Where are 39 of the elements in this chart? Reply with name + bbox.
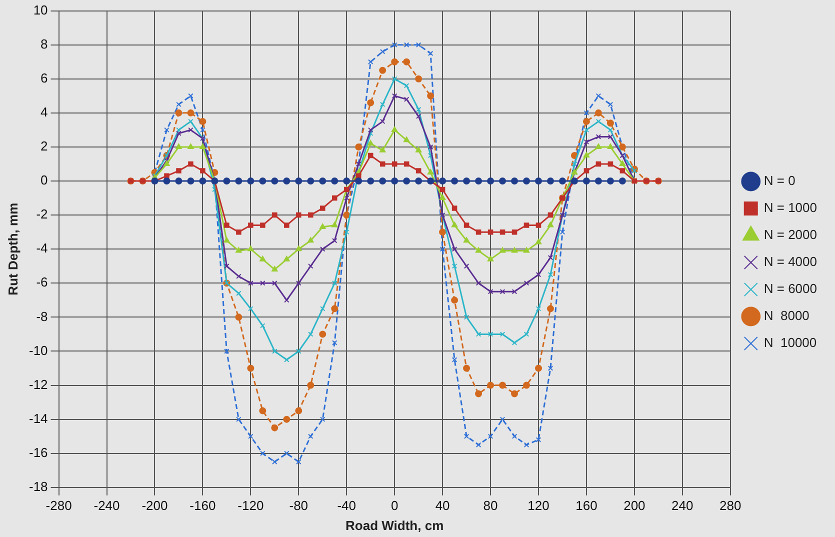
y-tick-label: -10 (28, 342, 48, 358)
x-tick-label: -80 (289, 498, 308, 513)
y-tick-label: 4 (40, 104, 48, 120)
x-tick-label: -120 (238, 498, 264, 513)
y-tick-label: 8 (40, 36, 48, 52)
y-tick-label: -16 (28, 444, 48, 460)
legend-label: N 10000 (764, 335, 817, 350)
y-tick-label: -18 (28, 478, 48, 494)
y-tick-label: 6 (40, 70, 48, 86)
x-tick-label: 160 (576, 498, 598, 513)
x-tick-label: 200 (624, 498, 646, 513)
x-tick-label: -160 (190, 498, 216, 513)
x-tick-label: -280 (46, 498, 72, 513)
y-tick-label: 0 (40, 172, 48, 188)
legend-label: N = 0 (764, 173, 796, 188)
y-tick-label: -2 (36, 206, 48, 222)
x-tick-label: 280 (720, 498, 742, 513)
y-tick-label: -12 (28, 376, 48, 392)
y-tick-label: -14 (28, 410, 48, 426)
x-tick-label: 120 (528, 498, 550, 513)
legend-label: N = 4000 (764, 254, 817, 270)
x-tick-label: 80 (483, 498, 498, 513)
legend-label: N = 6000 (764, 281, 817, 296)
x-tick-label: -200 (142, 498, 168, 513)
x-tick-label: 40 (435, 498, 450, 513)
y-tick-label: -4 (36, 240, 48, 256)
x-tick-label: 0 (390, 498, 398, 513)
y-axis-title: Rut Depth, mm (6, 202, 21, 296)
x-tick-label: -40 (337, 498, 356, 513)
x-tick-label: -240 (94, 498, 120, 513)
legend-label: N = 2000 (764, 227, 817, 242)
y-tick-label: -6 (36, 274, 48, 290)
legend-label: N 8000 (764, 308, 810, 324)
y-tick-label: 2 (40, 138, 48, 154)
y-tick-label: -8 (36, 308, 48, 324)
x-tick-label: 240 (672, 498, 694, 513)
y-tick-label: 10 (33, 2, 48, 18)
legend-label: N = 1000 (764, 200, 817, 216)
x-axis-title: Road Width, cm (346, 518, 444, 534)
